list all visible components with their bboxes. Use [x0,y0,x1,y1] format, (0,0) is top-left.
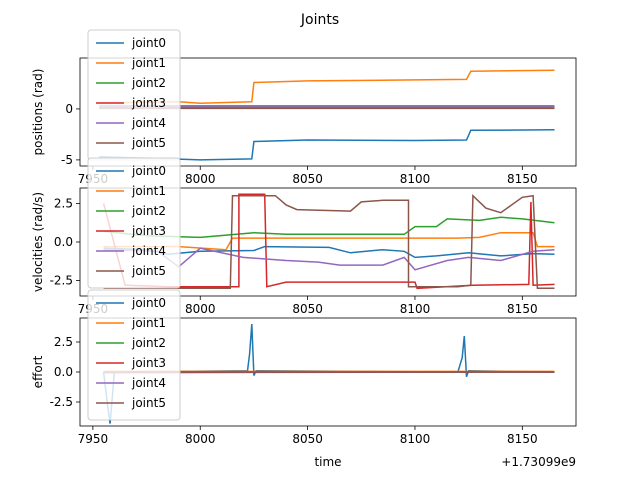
legend-label-joint3: joint3 [131,96,166,110]
y-tick-label: 0 [65,102,73,116]
legend-2: joint0 joint1 joint2 joint3 joint4 joint5 [87,289,181,421]
x-tick-label: 8150 [507,432,538,446]
legend-label-joint2: joint2 [131,204,166,218]
legend-label-joint1: joint1 [131,56,166,70]
legend-label-joint4: joint4 [131,116,166,130]
legend-label-joint0: joint0 [131,164,166,178]
legend-label-joint2: joint2 [131,76,166,90]
legend-label-joint2: joint2 [131,336,166,350]
x-tick-label: 8100 [400,432,431,446]
legend-0: joint0 joint1 joint2 joint3 joint4 joint5 [87,29,181,161]
legend-label-joint1: joint1 [131,316,166,330]
x-tick-label: 8050 [292,172,323,186]
x-tick-label: 7950 [78,432,109,446]
x-tick-label: 8050 [292,432,323,446]
legend-label-joint0: joint0 [131,296,166,310]
legend-label-joint4: joint4 [131,244,166,258]
y-axis-label: velocities (rad/s) [31,192,45,292]
x-tick-label: 8000 [185,432,216,446]
y-tick-label: -5 [61,153,73,167]
y-tick-label: 0.0 [54,235,73,249]
legend-label-joint3: joint3 [131,356,166,370]
series-line-joint3 [102,193,555,290]
y-tick-label: 2.5 [54,196,73,210]
legend-label-joint5: joint5 [131,396,166,410]
x-tick-label: 8050 [292,302,323,316]
legend-label-joint5: joint5 [131,136,166,150]
x-tick-label: 8150 [507,172,538,186]
legend-label-joint1: joint1 [131,184,166,198]
x-tick-label: 8150 [507,302,538,316]
x-axis-label: time [314,455,341,469]
legend-label-joint5: joint5 [131,264,166,278]
y-tick-label: -2.5 [50,274,73,288]
series-group [102,193,555,290]
x-offset-label: +1.73099e9 [501,455,576,469]
x-tick-label: 8100 [400,172,431,186]
legend-label-joint3: joint3 [131,224,166,238]
y-tick-label: 2.5 [54,335,73,349]
y-axis-label: effort [31,355,45,388]
legend-1: joint0 joint1 joint2 joint3 joint4 joint5 [87,157,181,289]
y-tick-label: 0.0 [54,365,73,379]
legend-label-joint4: joint4 [131,376,166,390]
series-line-joint5 [103,193,555,290]
series-line-joint4 [103,247,555,271]
y-tick-label: -2.5 [50,395,73,409]
x-tick-label: 8100 [400,302,431,316]
legend-label-joint0: joint0 [131,36,166,50]
series-line-joint2 [103,216,555,239]
y-axis-label: positions (rad) [31,69,45,156]
x-tick-label: 8000 [185,172,216,186]
series-line-joint0 [103,245,555,259]
series-line-joint1 [99,69,555,105]
figure-title: Joints [300,12,339,28]
x-tick-label: 8000 [185,302,216,316]
